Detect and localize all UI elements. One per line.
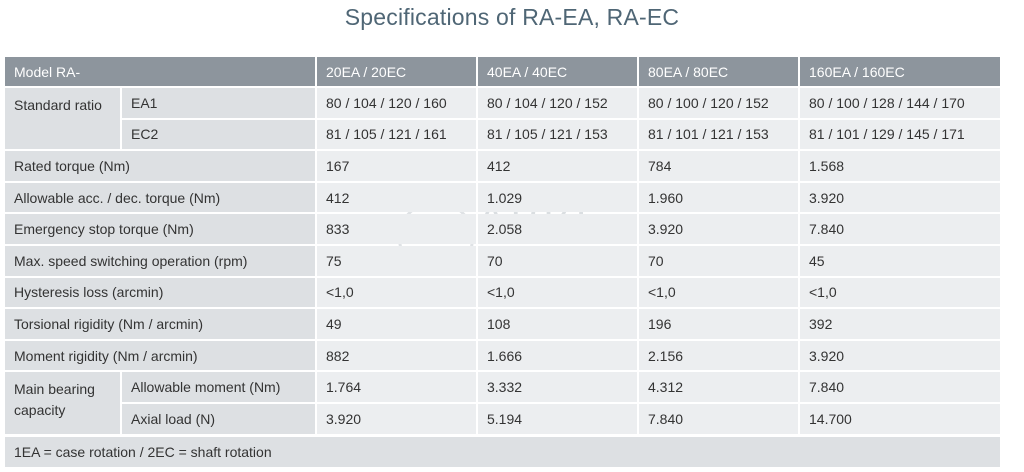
row-label: Max. speed switching operation (rpm) [5,246,315,276]
data-cell: 3.920 [317,404,476,434]
data-cell: 7.840 [639,404,798,434]
data-cell: 833 [317,214,476,244]
data-cell: 412 [317,182,476,213]
data-cell: 81 / 101 / 121 / 153 [639,119,798,150]
data-cell: 1.568 [800,151,1000,181]
data-cell: 5.194 [478,404,637,434]
data-cell: 2.156 [639,340,798,371]
data-cell: 3.920 [800,182,1000,213]
header-cell: 40EA / 40EC [478,57,637,86]
group-label: Standard ratio [5,88,120,150]
data-cell: 196 [639,309,798,339]
row-label: Allowable moment (Nm) [122,372,315,402]
data-cell: 1.764 [317,372,476,402]
data-cell: <1,0 [639,277,798,308]
data-cell: 882 [317,340,476,371]
data-cell: 3.332 [478,372,637,402]
data-cell: 80 / 100 / 120 / 152 [639,88,798,118]
data-cell: 2.058 [478,214,637,244]
row-label: Hysteresis loss (arcmin) [5,277,315,308]
data-cell: 80 / 104 / 120 / 152 [478,88,637,118]
data-cell: 108 [478,309,637,339]
header-cell: 20EA / 20EC [317,57,476,86]
data-cell: 392 [800,309,1000,339]
data-cell: 14.700 [800,404,1000,434]
data-cell: 75 [317,246,476,276]
data-cell: <1,0 [317,277,476,308]
data-cell: 70 [478,246,637,276]
header-cell: Model RA- [5,57,315,86]
data-cell: 1.960 [639,182,798,213]
header-cell: 160EA / 160EC [800,57,1000,86]
row-label: Torsional rigidity (Nm / arcmin) [5,309,315,339]
header-cell: 80EA / 80EC [639,57,798,86]
data-cell: 412 [478,151,637,181]
footnote: 1EA = case rotation / 2EC = shaft rotati… [5,436,1000,467]
data-cell: 45 [800,246,1000,276]
row-label: EC2 [122,119,315,150]
row-label: Moment rigidity (Nm / arcmin) [5,340,315,371]
data-cell: 3.920 [800,340,1000,371]
data-cell: 81 / 105 / 121 / 153 [478,119,637,150]
row-label: Emergency stop torque (Nm) [5,214,315,244]
group-label: Main bearing capacity [5,372,120,434]
data-cell: 1.029 [478,182,637,213]
row-label: Allowable acc. / dec. torque (Nm) [5,182,315,213]
data-cell: 7.840 [800,372,1000,402]
row-label: Rated torque (Nm) [5,151,315,181]
data-cell: 7.840 [800,214,1000,244]
data-cell: 81 / 101 / 129 / 145 / 171 [800,119,1000,150]
page-title: Specifications of RA-EA, RA-EC [344,4,680,30]
data-cell: 70 [639,246,798,276]
data-cell: 784 [639,151,798,181]
data-cell: 167 [317,151,476,181]
data-cell: <1,0 [800,277,1000,308]
data-cell: 4.312 [639,372,798,402]
data-cell: <1,0 [478,277,637,308]
data-cell: 81 / 105 / 121 / 161 [317,119,476,150]
data-cell: 80 / 100 / 128 / 144 / 170 [800,88,1000,118]
data-cell: 80 / 104 / 120 / 160 [317,88,476,118]
row-label: Axial load (N) [122,404,315,434]
data-cell: 3.920 [639,214,798,244]
data-cell: 49 [317,309,476,339]
data-cell: 1.666 [478,340,637,371]
row-label: EA1 [122,88,315,118]
